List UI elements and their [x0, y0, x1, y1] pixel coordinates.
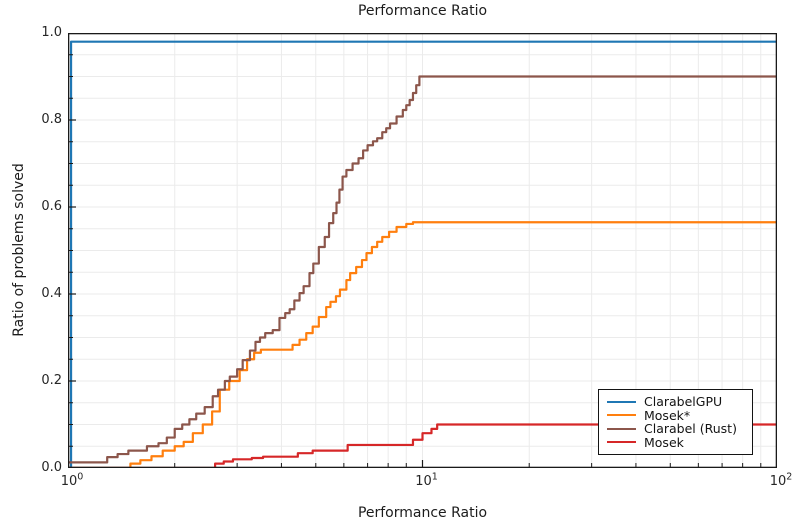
- curve-clarabelgpu: [68, 40, 777, 468]
- y-axis-label: Ratio of problems solved: [11, 163, 27, 337]
- legend-item: Mosek*: [607, 407, 745, 423]
- legend-line-swatch: [607, 441, 636, 444]
- legend-item: Clarabel (Rust): [607, 422, 745, 436]
- curve-mosek-: [68, 221, 777, 468]
- legend-line-swatch: [607, 414, 636, 417]
- x-tick-label: 100: [60, 471, 84, 489]
- y-tick-label: 0.4: [41, 286, 62, 301]
- curve-clarabel-rust-: [68, 75, 777, 464]
- x-tick-label: 102: [769, 471, 793, 489]
- chart-title: Performance Ratio: [357, 3, 488, 19]
- legend: ClarabelGPU Mosek* Clarabel (Rust) Mosek: [598, 389, 753, 455]
- y-tick-label: 1.0: [41, 25, 62, 40]
- x-tick-label: 101: [415, 471, 438, 489]
- legend-line-swatch: [607, 427, 636, 430]
- y-tick-label: 0.2: [41, 373, 62, 388]
- plot-frame: [68, 33, 777, 468]
- legend-label: Mosek*: [644, 407, 691, 423]
- legend-label: ClarabelGPU: [644, 394, 723, 409]
- y-tick-label: 0.0: [41, 460, 62, 475]
- y-tick-label: 0.6: [41, 199, 62, 214]
- legend-label: Mosek: [644, 434, 684, 450]
- legend-line-swatch: [607, 400, 636, 403]
- legend-rows: ClarabelGPU Mosek* Clarabel (Rust) Mosek: [607, 395, 745, 449]
- curve-mosek: [68, 423, 777, 468]
- legend-item: ClarabelGPU: [607, 395, 745, 409]
- legend-label: Clarabel (Rust): [644, 421, 737, 436]
- x-axis-label: Performance Ratio: [357, 505, 488, 521]
- legend-item: Mosek: [607, 434, 745, 450]
- y-tick-label: 0.8: [41, 112, 62, 127]
